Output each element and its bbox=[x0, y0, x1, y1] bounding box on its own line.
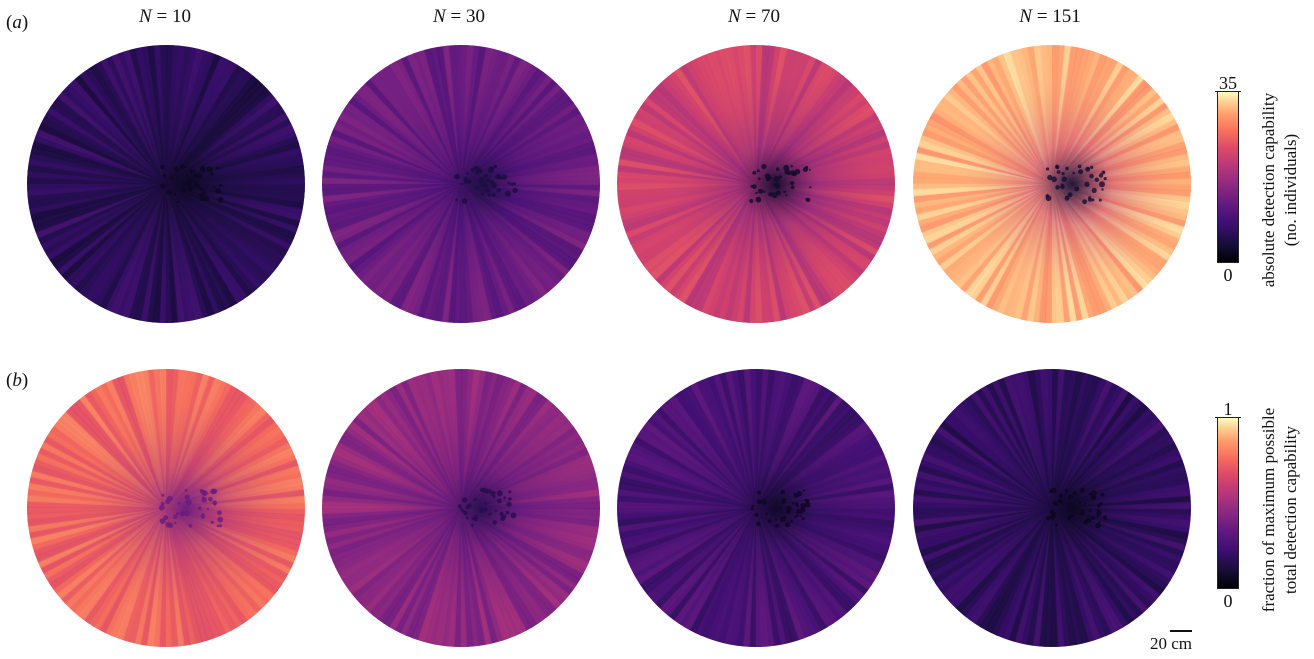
colorbar-a-top-line bbox=[1215, 91, 1241, 92]
panel-letter-b: (b) bbox=[6, 370, 29, 391]
heatmap-a-n30 bbox=[321, 44, 601, 324]
heatmap-b-n70 bbox=[616, 368, 896, 648]
heatmap-a-n10 bbox=[26, 44, 306, 324]
heatmap-b-n30 bbox=[321, 368, 601, 648]
heatmap-a-n151 bbox=[912, 44, 1192, 324]
column-title-n10: N = 10 bbox=[139, 6, 191, 27]
colorbar-a-min: 0 bbox=[1223, 265, 1233, 285]
heatmap-a-n70 bbox=[616, 44, 896, 324]
colorbar-b-max: 1 bbox=[1223, 399, 1233, 419]
colorbar-a-max: 35 bbox=[1219, 73, 1237, 93]
panel-letter-a: (a) bbox=[6, 12, 29, 33]
scale-bar-label: 20 cm bbox=[1150, 634, 1193, 653]
colorbar-a-label: absolute detection capability (no. indiv… bbox=[1259, 92, 1300, 288]
column-title-n70: N = 70 bbox=[728, 6, 780, 27]
column-title-n30: N = 30 bbox=[433, 6, 485, 27]
colorbar-b-min: 0 bbox=[1223, 591, 1233, 611]
colorbar-b bbox=[1217, 417, 1239, 589]
heatmap-b-n10 bbox=[26, 368, 306, 648]
heatmap-b-n151 bbox=[912, 368, 1192, 648]
colorbar-b-label: fraction of maximum possible total detec… bbox=[1259, 407, 1300, 613]
scale-bar bbox=[1170, 630, 1192, 632]
colorbar-b-top-line bbox=[1215, 417, 1241, 418]
column-title-n151: N = 151 bbox=[1019, 6, 1081, 27]
colorbar-a bbox=[1217, 91, 1239, 263]
